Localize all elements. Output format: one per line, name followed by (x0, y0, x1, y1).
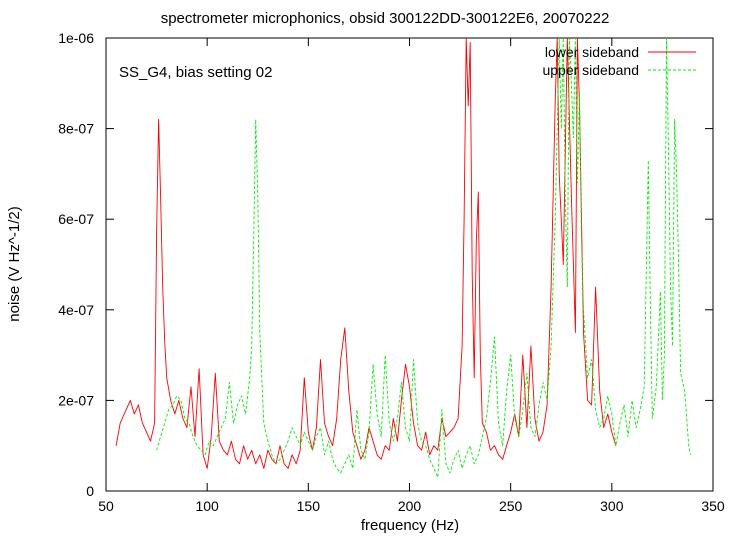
x-tick-label: 50 (98, 498, 114, 514)
x-tick-label: 200 (398, 498, 422, 514)
legend-label-upper-sideband: upper sideband (542, 62, 639, 78)
series-layer (115, 38, 692, 478)
x-tick-label: 350 (701, 498, 725, 514)
plot-frame (105, 37, 714, 492)
legend: lower sideband upper sideband (542, 44, 696, 78)
y-tick-label: 2e-07 (58, 392, 94, 408)
y-tick-label: 0 (86, 483, 94, 499)
series-line-lower-sideband (115, 38, 617, 469)
y-tick-label: 1e-06 (58, 30, 94, 46)
x-tick-label: 250 (499, 498, 523, 514)
y-axis: 0 2e-07 4e-07 6e-07 8e-07 1e-06 (58, 30, 713, 499)
y-axis-label: noise (V Hz^-1/2) (6, 206, 23, 321)
series-line-upper-sideband (156, 38, 692, 478)
x-tick-label: 300 (600, 498, 624, 514)
plot-annotation: SS_G4, bias setting 02 (119, 64, 272, 81)
x-tick-label: 150 (297, 498, 321, 514)
y-tick-label: 6e-07 (58, 211, 94, 227)
x-tick-label: 100 (195, 498, 219, 514)
chart-title: spectrometer microphonics, obsid 300122D… (161, 10, 610, 27)
legend-label-lower-sideband: lower sideband (545, 44, 639, 60)
y-tick-label: 8e-07 (58, 121, 94, 137)
x-axis: 50 100 150 200 250 300 350 (98, 38, 725, 514)
y-tick-label: 4e-07 (58, 302, 94, 318)
x-axis-label: frequency (Hz) (361, 517, 459, 534)
